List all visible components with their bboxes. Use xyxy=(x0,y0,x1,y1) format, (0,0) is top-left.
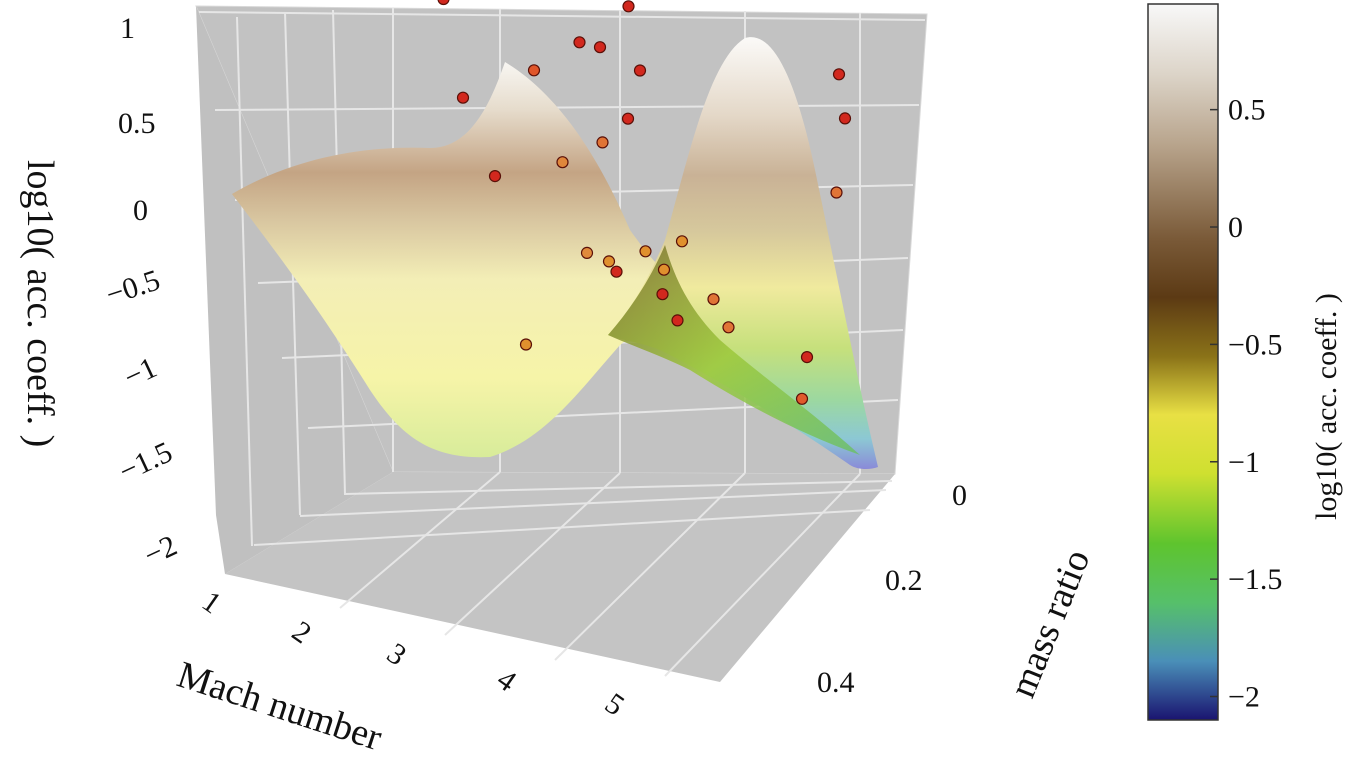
scatter-point-23 xyxy=(639,245,652,258)
z-axis: 1 0.5 0 −0.5 −1 −1.5 −2 log10( acc. coef… xyxy=(19,12,182,572)
grid-left-v-1 xyxy=(236,16,253,547)
scatter-point-28 xyxy=(671,314,684,327)
z-tick-2: 0.5 xyxy=(118,107,156,140)
scatter-point-26 xyxy=(675,235,689,248)
scatter-point-15 xyxy=(527,64,541,77)
x-tick-3: 3 xyxy=(381,637,412,673)
y-tick-2: 0.2 xyxy=(885,564,923,597)
z-tick-6: −1.5 xyxy=(114,435,177,488)
grid-floor-m-3 xyxy=(344,480,893,495)
y-axis-title: mass ratio xyxy=(1001,544,1098,704)
z-tick-3: 0 xyxy=(133,194,148,227)
scatter-point-35 xyxy=(800,351,814,364)
x-tick-1: 1 xyxy=(196,585,227,621)
colorbar-tick-3: −0.5 xyxy=(1228,328,1282,361)
scatter-point-12 xyxy=(573,36,586,49)
x-tick-4: 4 xyxy=(491,663,522,699)
colorbar-title: log10( acc. coeff. ) xyxy=(1310,293,1343,520)
z-tick-7: −2 xyxy=(139,529,182,572)
scatter-point-30 xyxy=(707,293,720,306)
grid-floor-r-3 xyxy=(554,472,746,661)
z-axis-title: log10( acc. coeff. ) xyxy=(19,160,61,447)
grid-floor-r-1 xyxy=(339,471,501,609)
colorbar-tick-4: −1 xyxy=(1228,446,1260,479)
scatter-point-32 xyxy=(832,68,846,81)
surface-left-lobe xyxy=(232,62,690,458)
grid-floor-r-4 xyxy=(664,473,861,677)
surface-crease xyxy=(608,245,860,455)
y-tick-3: 0.4 xyxy=(817,666,855,699)
scatter-point-16 xyxy=(456,91,470,104)
scatter-point-29 xyxy=(519,338,533,351)
scatter-point-33 xyxy=(838,112,852,125)
scatter-point-11 xyxy=(622,0,635,13)
scatter-point-14 xyxy=(633,64,647,77)
colorbar-tick-1: 0.5 xyxy=(1228,94,1266,127)
x-tick-5: 5 xyxy=(599,687,630,723)
colorbar-tick-2: 0 xyxy=(1228,211,1243,244)
scatter-point-18 xyxy=(621,112,635,125)
grid-floor-r-2 xyxy=(444,472,621,636)
scatter-point-31 xyxy=(722,321,735,334)
grid-back-h-2 xyxy=(214,104,920,111)
z-tick-4: −0.5 xyxy=(102,263,164,311)
x-axis-title: Mach number xyxy=(172,654,387,760)
grid-back-h-1 xyxy=(198,11,926,21)
colorbar-bar xyxy=(1147,3,1219,721)
z-tick-1: 1 xyxy=(120,12,135,45)
scatter-point-25 xyxy=(657,263,671,276)
z-tick-5: −1 xyxy=(119,351,162,394)
colorbar: 0.5 0 −0.5 −1 −1.5 −2 log10( acc. coeff. ) xyxy=(1147,3,1343,721)
scatter-point-36 xyxy=(795,392,809,405)
grid-floor-m-2 xyxy=(299,489,887,517)
scatter-point-20 xyxy=(488,170,502,183)
scatter-point-22 xyxy=(602,255,616,268)
scatter-point-13 xyxy=(593,41,607,54)
scatter-point-27 xyxy=(656,288,669,301)
scatter-points xyxy=(437,0,852,405)
scatter-point-2 xyxy=(437,0,450,6)
scatter-point-24 xyxy=(610,265,623,278)
scatter-point-21 xyxy=(580,246,594,259)
scatter-point-19 xyxy=(556,156,569,169)
floor-pane xyxy=(225,472,895,682)
scatter-point-34 xyxy=(830,186,843,199)
colorbar-tick-5: −1.5 xyxy=(1228,563,1282,596)
x-tick-2: 2 xyxy=(286,615,317,651)
scatter-point-17 xyxy=(596,136,609,149)
colorbar-ticks: 0.5 0 −0.5 −1 −1.5 −2 xyxy=(1210,94,1282,714)
y-tick-1: 0 xyxy=(952,479,967,512)
colorbar-tick-6: −2 xyxy=(1228,681,1260,714)
